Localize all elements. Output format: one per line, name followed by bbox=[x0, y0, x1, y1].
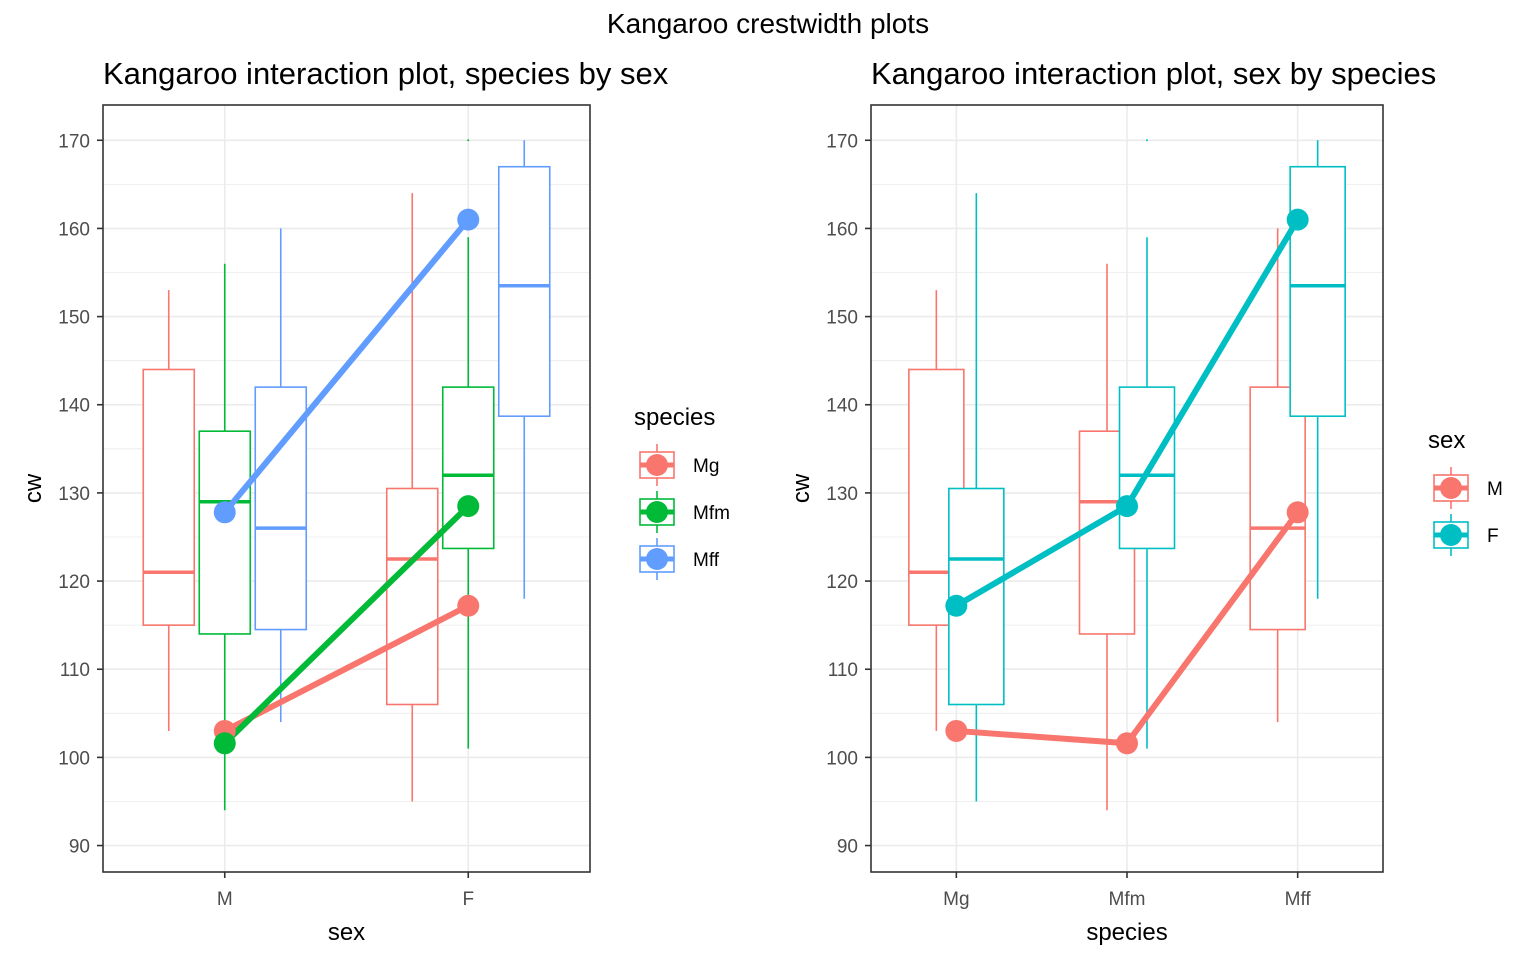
outlier-point bbox=[1146, 139, 1148, 142]
series-point-F bbox=[1286, 208, 1309, 231]
chart-title: Kangaroo interaction plot, sex by specie… bbox=[871, 56, 1436, 91]
y-tick-label: 130 bbox=[58, 484, 90, 505]
legend-key-point bbox=[646, 501, 668, 523]
series-point-M bbox=[1116, 732, 1138, 755]
legend-label: Mff bbox=[693, 550, 720, 571]
boxplots bbox=[908, 139, 1346, 811]
box-body bbox=[1289, 165, 1346, 418]
box-body bbox=[497, 165, 551, 418]
series-point-M bbox=[945, 719, 968, 742]
legend-label: F bbox=[1487, 526, 1499, 547]
legend-key-point bbox=[646, 548, 668, 570]
legend-label: Mfm bbox=[693, 503, 730, 524]
legend-key-point bbox=[1440, 477, 1462, 499]
chart-panel-1: Kangaroo interaction plot, species by se… bbox=[20, 56, 730, 946]
y-axis-title: cw bbox=[20, 473, 47, 503]
y-tick-label: 90 bbox=[837, 837, 858, 858]
boxplot-F-Mg bbox=[385, 193, 439, 802]
legend-title: species bbox=[634, 404, 715, 431]
y-tick-label: 160 bbox=[58, 219, 90, 240]
box-body bbox=[1249, 386, 1306, 631]
boxplot-F-Mff bbox=[497, 140, 551, 599]
series-point-M bbox=[1286, 501, 1309, 524]
interaction-series bbox=[213, 208, 480, 755]
y-tick-label: 90 bbox=[69, 837, 90, 858]
box-body bbox=[198, 430, 252, 635]
series-point-Mff bbox=[213, 501, 236, 524]
x-tick-label: M bbox=[217, 889, 233, 910]
y-tick-label: 160 bbox=[826, 219, 858, 240]
legend: species Mg Mfm Mff bbox=[634, 404, 730, 580]
x-axis: Mg Mfm Mff species bbox=[943, 872, 1311, 946]
legend: sex M F bbox=[1428, 427, 1503, 556]
y-tick-label: 120 bbox=[58, 572, 90, 593]
x-tick-label: F bbox=[462, 889, 474, 910]
y-tick-label: 140 bbox=[58, 396, 90, 417]
series-point-F bbox=[1116, 495, 1138, 518]
series-line-Mff bbox=[221, 216, 472, 516]
y-axis-title: cw bbox=[788, 473, 815, 503]
y-tick-label: 100 bbox=[826, 748, 858, 769]
legend-item-Mff: Mff bbox=[639, 538, 720, 580]
boxplot-Mff-F bbox=[1289, 140, 1346, 599]
series-point-Mg bbox=[457, 594, 480, 617]
legend-label: M bbox=[1487, 479, 1503, 500]
y-tick-label: 110 bbox=[60, 660, 90, 681]
boxplot-M-Mff bbox=[254, 228, 308, 723]
series-line-Mg bbox=[221, 602, 472, 734]
y-tick-label: 170 bbox=[58, 131, 90, 152]
chart-panel-2: Kangaroo interaction plot, sex by specie… bbox=[788, 56, 1503, 946]
y-tick-label: 150 bbox=[826, 308, 858, 329]
y-tick-label: 130 bbox=[826, 484, 858, 505]
x-tick-label: Mfm bbox=[1109, 889, 1146, 910]
outlier-point bbox=[467, 139, 470, 142]
y-tick-label: 140 bbox=[826, 396, 858, 417]
legend-title: sex bbox=[1428, 427, 1465, 454]
x-axis-title: species bbox=[1086, 919, 1167, 946]
series-point-Mfm bbox=[457, 495, 480, 518]
legend-key-point bbox=[1440, 524, 1462, 546]
x-tick-label: Mg bbox=[943, 889, 969, 910]
y-tick-label: 110 bbox=[828, 660, 858, 681]
legend-item-Mg: Mg bbox=[639, 444, 719, 486]
y-axis: 90 100 110 120 130 140 150 160 170 cw bbox=[788, 131, 871, 858]
y-tick-label: 170 bbox=[826, 131, 858, 152]
legend-item-M: M bbox=[1433, 467, 1503, 509]
legend-item-F: F bbox=[1433, 514, 1499, 556]
series-point-F bbox=[945, 594, 968, 617]
series-point-Mff bbox=[457, 208, 480, 231]
chart-title: Kangaroo interaction plot, species by se… bbox=[103, 56, 669, 91]
y-tick-label: 100 bbox=[58, 748, 90, 769]
legend-label: Mg bbox=[693, 456, 719, 477]
x-tick-label: Mff bbox=[1285, 889, 1312, 910]
box-body bbox=[385, 487, 439, 706]
box-body bbox=[142, 368, 196, 626]
boxplot-M-Mg bbox=[142, 290, 196, 731]
x-axis-title: sex bbox=[328, 919, 365, 946]
boxplot-M-Mfm bbox=[198, 263, 252, 811]
series-point-Mfm bbox=[213, 732, 236, 755]
panel-border bbox=[102, 104, 591, 873]
y-tick-label: 150 bbox=[58, 308, 90, 329]
figure-title: Kangaroo crestwidth plots bbox=[607, 8, 929, 39]
boxplots bbox=[142, 139, 551, 811]
y-axis: 90 100 110 120 130 140 150 160 170 cw bbox=[20, 131, 103, 858]
legend-key-point bbox=[646, 454, 668, 476]
series-line-Mfm bbox=[221, 503, 472, 747]
y-tick-label: 120 bbox=[826, 572, 858, 593]
legend-item-Mfm: Mfm bbox=[639, 491, 730, 533]
interaction-series bbox=[945, 208, 1309, 755]
